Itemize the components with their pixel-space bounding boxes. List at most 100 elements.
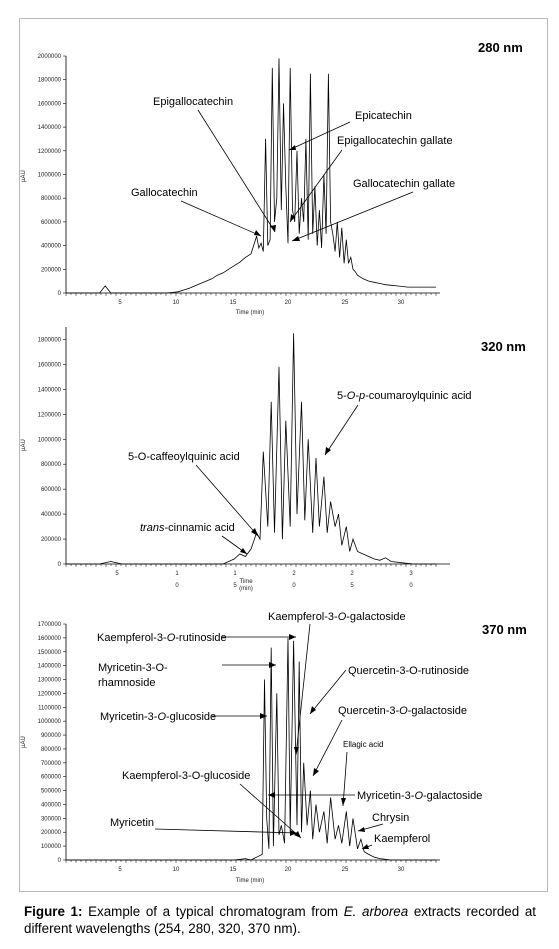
svg-text:Myricetin-3-O-galactoside: Myricetin-3-O-galactoside — [357, 790, 482, 802]
panel-370nm: 370 nm 0 100000 200000 300000 400000 500000 60… — [21, 611, 527, 884]
y-tick-label: 1000000 — [38, 173, 62, 179]
x-tick-label: 30 — [398, 300, 405, 306]
annotation-trans-cinnamic-acid: trans-cinnamic acid — [140, 522, 235, 534]
y-tick-label: 1200000 — [38, 691, 62, 697]
y-tick-label: 700000 — [41, 761, 62, 767]
x-tick-label: 5 — [118, 300, 122, 306]
y-tick-label: 1500000 — [38, 650, 62, 656]
svg-text:Quercetin-3-O-galactoside: Quercetin-3-O-galactoside — [338, 705, 467, 717]
caption-text-end: extracts recorded at different wavelengt… — [24, 904, 537, 936]
x-tick-label: 25 — [342, 867, 349, 873]
y-axis-ticks: 0 200000 400000 600000 800000 1000000 1200000 1… — [38, 337, 66, 568]
x-tick-label: 5 — [233, 583, 237, 589]
y-tick-label: 1200000 — [38, 149, 62, 155]
annotation-coumaroylquinic-acid: 5-O-p-coumaroylquinic acid — [337, 390, 472, 402]
y-tick-label: 800000 — [41, 196, 62, 202]
annotation-caffeoylquinic-acid: 5-O-caffeoylquinic acid — [128, 451, 240, 463]
y-axis-label: µAU — [21, 736, 27, 748]
arrow — [195, 464, 259, 537]
annotation-kaempferol: Kaempferol — [361, 833, 430, 850]
panel-280nm: 280 nm 0 200000 400000 600000 800000 1000000 1… — [21, 40, 523, 316]
svg-text:Ellagic acid: Ellagic acid — [343, 740, 383, 749]
x-tick-label: 20 — [285, 300, 292, 306]
y-tick-label: 400000 — [41, 802, 62, 808]
annotation-chrysin: Chrysin — [357, 812, 409, 832]
y-tick-label: 1400000 — [38, 664, 62, 670]
y-tick-label: 800000 — [41, 462, 62, 468]
y-tick-label: 1600000 — [38, 101, 62, 107]
x-tick-label: 20 — [285, 867, 292, 873]
annotation-quercetin-3-o-rutinoside: Quercetin-3-O-rutinoside — [309, 665, 469, 715]
panel-title: 370 nm — [482, 622, 527, 637]
y-tick-label: 1600000 — [38, 362, 62, 368]
svg-text:Kaempferol: Kaempferol — [374, 833, 430, 845]
annotation-myricetin: Myricetin — [110, 817, 298, 836]
y-tick-label: 1600000 — [38, 636, 62, 642]
x-tick-label: 1 — [175, 571, 179, 577]
annotation-myricetin-3-o-galactoside: Myricetin-3-O-galactoside — [268, 790, 482, 802]
x-tick-label: 0 — [292, 583, 296, 589]
annotation-epigallocatechin-gallate: Epigallocatechin gallate — [337, 135, 453, 147]
svg-text:Kaempferol-3-O-galactoside: Kaempferol-3-O-galactoside — [268, 611, 406, 623]
arrow-head — [290, 214, 295, 222]
svg-text:Myricetin: Myricetin — [110, 817, 154, 829]
annotation-myricetin-3-o-glucoside: Myricetin-3-O-glucoside — [100, 711, 267, 723]
x-tick-label: 25 — [342, 300, 349, 306]
series-line — [66, 58, 436, 294]
y-tick-label: 200000 — [41, 267, 62, 273]
x-tick-label: 15 — [230, 300, 237, 306]
arrow-head — [251, 528, 258, 536]
panel-320nm: 320 nm 0 200000 400000 600000 800000 1000000 1… — [21, 327, 526, 592]
arrow — [180, 200, 262, 237]
arrow-head — [240, 548, 247, 554]
y-tick-label: 1000000 — [38, 437, 62, 443]
annotation-quercetin-3-o-galactoside: Quercetin-3-O-galactoside — [312, 705, 467, 777]
arrow-head — [325, 447, 331, 455]
caption-text: Example of a typical chromatogram from — [82, 904, 344, 919]
figure-caption: Figure 1: Example of a typical chromatog… — [24, 903, 536, 937]
svg-text:Chrysin: Chrysin — [372, 812, 409, 824]
y-tick-label: 1100000 — [38, 705, 62, 711]
y-tick-label: 0 — [58, 291, 62, 297]
y-axis-label: µAU — [21, 439, 27, 451]
x-tick-label: 2 — [292, 571, 296, 577]
arrow — [291, 191, 414, 242]
x-axis-ticks: 5 10 15 20 25 30 — [65, 293, 437, 306]
y-tick-label: 1000000 — [38, 719, 62, 725]
svg-text:Myricetin-3-O-glucoside: Myricetin-3-O-glucoside — [100, 711, 216, 723]
y-tick-label: 200000 — [41, 537, 62, 543]
x-tick-label: 5 — [115, 571, 119, 577]
x-tick-label: 5 — [350, 583, 354, 589]
svg-text:rhamnoside: rhamnoside — [98, 677, 155, 689]
y-tick-label: 300000 — [41, 816, 62, 822]
annotation-myricetin-3-o-rhamnoside: Myricetin-3-O- rhamnoside — [98, 662, 276, 689]
svg-text:Kaempferol-3-O-rutinoside: Kaempferol-3-O-rutinoside — [97, 632, 227, 644]
arrow-head — [270, 225, 276, 232]
arrow — [197, 109, 276, 233]
x-tick-label: 10 — [173, 867, 180, 873]
series-line — [66, 333, 436, 565]
figure-frame — [19, 18, 548, 892]
panel-title: 280 nm — [478, 40, 523, 55]
y-tick-label: 1400000 — [38, 125, 62, 131]
annotation-kaempferol-3-o-glucoside: Kaempferol-3-O-glucoside — [122, 770, 302, 839]
y-tick-label: 1800000 — [38, 78, 62, 84]
y-tick-label: 600000 — [41, 487, 62, 493]
annotation-epigallocatechin: Epigallocatechin — [153, 96, 233, 108]
y-tick-label: 400000 — [41, 244, 62, 250]
annotation-ellagic-acid: Ellagic acid — [341, 740, 383, 807]
y-tick-label: 100000 — [41, 844, 62, 850]
x-tick-label: 0 — [409, 583, 413, 589]
series-line — [66, 637, 436, 861]
x-tick-label: 10 — [173, 300, 180, 306]
annotation-kaempferol-3-o-rutinoside: Kaempferol-3-O-rutinoside — [97, 632, 296, 644]
x-tick-label: 30 — [398, 867, 405, 873]
arrow — [288, 121, 351, 151]
x-axis-label: Time (min) — [236, 878, 264, 884]
y-tick-label: 900000 — [41, 733, 62, 739]
chromatogram-figure: 280 nm 020000040000060000080000010000001… — [21, 40, 527, 884]
y-tick-label: 0 — [58, 858, 62, 864]
caption-species: E. arborea — [343, 904, 409, 919]
arrow-head — [289, 145, 296, 150]
arrow-head — [254, 230, 261, 236]
